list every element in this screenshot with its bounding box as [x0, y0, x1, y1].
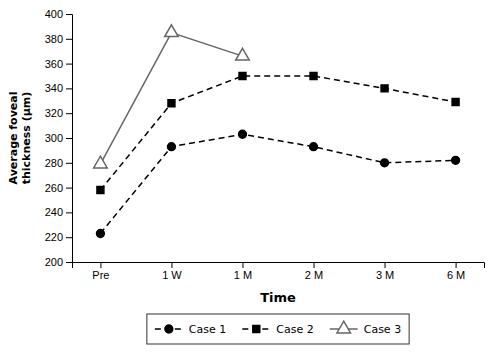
legend-label: Case 3 [364, 323, 401, 336]
series-marker [239, 73, 246, 80]
marks [94, 25, 460, 238]
x-tick-mark [242, 262, 243, 268]
y-tick: 380 [45, 33, 72, 45]
series-marker [168, 100, 175, 107]
series-marker [452, 156, 460, 164]
x-tick-mark [314, 262, 315, 268]
series-line [100, 33, 242, 164]
x-tick-label: 2 M [305, 269, 323, 281]
y-tick: 360 [45, 58, 72, 70]
legend-entries: Case 1 Case 2 Case 3 [155, 321, 401, 336]
series-marker [94, 156, 108, 168]
x-tick: 3 M [376, 262, 394, 281]
y-axis-title-line: thickness (µm) [20, 92, 33, 185]
legend-label: Case 1 [189, 323, 226, 336]
y-tick-label: 360 [45, 58, 63, 70]
x-tick-label: Pre [92, 269, 109, 281]
y-tick: 320 [45, 107, 72, 119]
series-marker [97, 187, 104, 194]
x-axis: Pre 1 W 1 M 2 M 3 M 6 M [73, 262, 485, 281]
y-tick-label: 340 [45, 82, 63, 94]
x-tick-label: 1 M [234, 269, 252, 281]
x-tick: 6 M [447, 262, 465, 281]
x-tick: 1 W [162, 262, 182, 281]
series-marker [239, 130, 247, 138]
x-tick-label: 3 M [376, 269, 394, 281]
series-marker [381, 85, 388, 92]
y-axis-line [66, 15, 73, 263]
legend-entry: Case 3 [330, 321, 401, 336]
y-tick-mark [66, 39, 72, 40]
y-tick-label: 380 [45, 33, 63, 45]
series-marker [310, 73, 317, 80]
x-tick-mark [171, 262, 172, 268]
y-tick-label: 240 [45, 206, 63, 218]
series-line [100, 134, 455, 233]
y-tick-label: 300 [45, 132, 63, 144]
y-tick-label: 400 [45, 8, 63, 20]
legend-marker [253, 326, 260, 333]
chart: Pre 1 W 1 M 2 M 3 M 6 M 200 220 240 260 280 300 320 3… [0, 0, 500, 362]
legend-marker [337, 321, 351, 333]
series-marker [381, 159, 389, 167]
y-tick-mark [66, 64, 72, 65]
x-tick-mark [456, 262, 457, 268]
y-tick-label: 280 [45, 157, 63, 169]
x-tick: 1 M [234, 262, 252, 281]
y-tick-label: 220 [45, 231, 63, 243]
y-tick-label: 200 [45, 256, 63, 268]
y-axis-title: Average fovealthickness (µm) [7, 92, 33, 185]
y-tick-label: 320 [45, 107, 63, 119]
y-tick: 400 [45, 8, 72, 20]
x-tick: Pre [92, 262, 109, 281]
y-tick-mark [66, 212, 72, 213]
series-line [100, 76, 455, 190]
legend-entry: Case 1 [155, 323, 226, 336]
y-tick: 220 [45, 231, 72, 243]
x-tick-mark [385, 262, 386, 268]
y-tick: 280 [45, 157, 72, 169]
x-axis-title: Time [260, 290, 296, 305]
legend-marker [165, 325, 173, 333]
y-tick-mark [66, 188, 72, 189]
plot: Pre 1 W 1 M 2 M 3 M 6 M 200 220 240 260 280 300 320 3… [7, 8, 485, 305]
series-marker [168, 143, 176, 151]
y-tick-mark [66, 138, 72, 139]
legend-label: Case 2 [276, 323, 313, 336]
y-tick: 340 [45, 82, 72, 94]
legend: Case 1 Case 2 Case 3 [147, 314, 409, 344]
legend-box [147, 314, 409, 344]
y-axis-title-line: Average foveal [7, 92, 20, 185]
x-tick-label: 6 M [447, 269, 465, 281]
x-axis-line [73, 263, 485, 269]
y-tick-label: 260 [45, 182, 63, 194]
series-marker [97, 230, 105, 238]
y-tick: 260 [45, 182, 72, 194]
x-tick-label: 1 W [162, 269, 182, 281]
y-tick: 300 [45, 132, 72, 144]
y-tick: 200 [45, 256, 72, 268]
y-tick-mark [66, 262, 72, 263]
legend-entry: Case 2 [242, 323, 313, 336]
series-marker [452, 99, 459, 106]
y-tick-mark [66, 113, 72, 114]
x-tick-mark [100, 262, 101, 268]
series-marker [165, 25, 179, 37]
series-marker [236, 48, 250, 60]
y-tick: 240 [45, 206, 72, 218]
series-marker [310, 143, 318, 151]
y-axis: 200 220 240 260 280 300 320 340 360 380 400 [45, 8, 73, 268]
y-tick-mark [66, 88, 72, 89]
y-tick-mark [66, 237, 72, 238]
x-tick: 2 M [305, 262, 323, 281]
y-tick-mark [66, 163, 72, 164]
y-tick-mark [66, 14, 72, 15]
